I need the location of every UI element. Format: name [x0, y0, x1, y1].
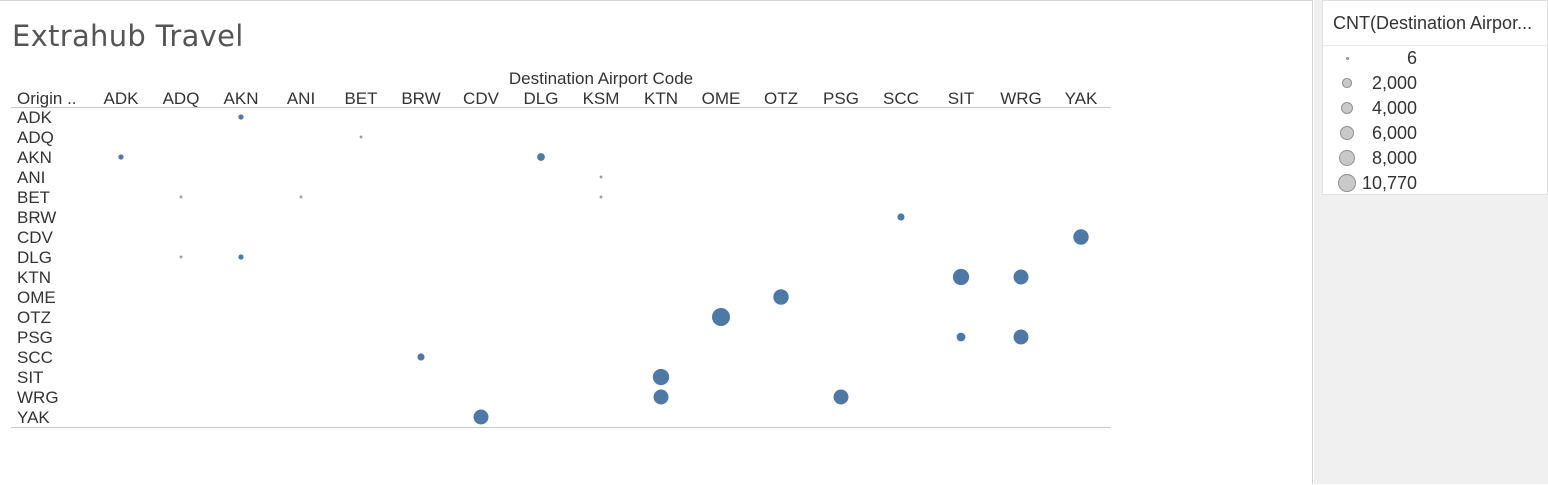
row-headers: ADKADQAKNANIBETBRWCDVDLGKTNOMEOTZPSGSCCS…	[17, 108, 59, 427]
legend-size-swatch	[1339, 125, 1355, 141]
data-point[interactable]	[359, 135, 363, 139]
column-header: KSM	[583, 89, 620, 108]
data-point[interactable]	[537, 153, 545, 161]
data-point[interactable]	[299, 195, 303, 199]
page-title: Extrahub Travel	[12, 19, 244, 53]
data-point[interactable]	[712, 308, 730, 326]
row-header: OTZ	[17, 308, 51, 327]
column-header: AKN	[224, 89, 259, 108]
column-header: KTN	[644, 89, 678, 108]
column-header: CDV	[463, 89, 500, 108]
column-header: ADQ	[163, 89, 200, 108]
data-point[interactable]	[652, 368, 670, 386]
data-point[interactable]	[1013, 329, 1029, 345]
data-point[interactable]	[1013, 269, 1029, 285]
x-axis-title: Destination Airport Code	[509, 69, 693, 88]
row-header: ANI	[17, 168, 45, 187]
row-header: ADK	[17, 108, 53, 127]
legend-item[interactable]: 6	[1323, 46, 1547, 71]
data-point[interactable]	[599, 195, 603, 199]
legend-size-swatch	[1338, 174, 1356, 192]
legend-label: 6	[1406, 48, 1417, 68]
column-header: YAK	[1065, 89, 1098, 108]
column-header: OTZ	[764, 89, 798, 108]
column-header: WRG	[1000, 89, 1042, 108]
data-point[interactable]	[952, 268, 970, 286]
legend-item[interactable]: 8,000	[1323, 146, 1547, 171]
data-point[interactable]	[1073, 229, 1089, 245]
legend-label: 4,000	[1371, 98, 1417, 118]
legend-label: 10,770	[1361, 173, 1417, 193]
data-point[interactable]	[179, 195, 183, 199]
row-header: YAK	[17, 408, 50, 427]
chart-marks	[118, 114, 1089, 425]
data-point[interactable]	[238, 114, 244, 120]
data-point[interactable]	[179, 255, 183, 259]
axis-titles: Destination Airport Code Origin ..	[17, 69, 693, 108]
row-header: PSG	[17, 328, 53, 347]
data-point[interactable]	[653, 389, 669, 405]
column-headers: ADK ADQ AKN ANI BET BRW CDV DLG KSM KTN OME OTZ PSG S…	[104, 89, 1099, 108]
data-point[interactable]	[238, 254, 244, 260]
data-point[interactable]	[956, 332, 966, 342]
row-header: WRG	[17, 388, 59, 407]
row-header: DLG	[17, 248, 52, 267]
column-header: OME	[702, 89, 741, 108]
row-header: AKN	[17, 148, 52, 167]
legend-label: 6,000	[1371, 123, 1417, 143]
legend-title[interactable]: CNT(Destination Airpor...	[1333, 13, 1533, 33]
column-header: BRW	[401, 89, 440, 108]
column-header: SCC	[883, 89, 919, 108]
legend-size-swatch	[1345, 56, 1349, 60]
side-pane: CNT(Destination Airpor... 6 2,000 4,000 6,0…	[1314, 0, 1548, 484]
row-header: SCC	[17, 348, 53, 367]
row-header: OME	[17, 288, 56, 307]
column-header: ANI	[287, 89, 315, 108]
row-header: CDV	[17, 228, 54, 247]
column-header: SIT	[948, 89, 974, 108]
viz-pane: Extrahub Travel Destination Airport Code…	[0, 0, 1313, 484]
legend-items: 6 2,000 4,000 6,000 8,000 10,770	[1323, 46, 1547, 196]
data-point[interactable]	[599, 175, 603, 179]
data-point[interactable]	[473, 409, 489, 425]
data-point[interactable]	[118, 154, 124, 160]
legend-item[interactable]: 10,770	[1323, 171, 1547, 196]
row-header: KTN	[17, 268, 51, 287]
grid-lines	[11, 107, 1111, 428]
row-header: ADQ	[17, 128, 54, 147]
legend-divider	[1323, 45, 1547, 46]
legend-item[interactable]: 2,000	[1323, 71, 1547, 96]
column-header: DLG	[524, 89, 559, 108]
column-header: PSG	[823, 89, 859, 108]
row-header: SIT	[17, 368, 43, 387]
legend-item[interactable]: 6,000	[1323, 121, 1547, 146]
data-point[interactable]	[417, 353, 425, 361]
legend-label: 8,000	[1371, 148, 1417, 168]
row-header: BRW	[17, 208, 56, 227]
legend-item[interactable]: 4,000	[1323, 96, 1547, 121]
legend-size-swatch	[1339, 150, 1355, 166]
column-header: ADK	[104, 89, 140, 108]
y-axis-title[interactable]: Origin ..	[17, 89, 77, 108]
legend-size-swatch	[1340, 101, 1354, 115]
legend-label: 2,000	[1371, 73, 1417, 93]
column-header: BET	[344, 89, 377, 108]
data-point[interactable]	[897, 213, 905, 221]
legend-size-swatch	[1342, 78, 1352, 88]
size-legend: CNT(Destination Airpor... 6 2,000 4,000 6,0…	[1322, 0, 1548, 195]
data-point[interactable]	[833, 389, 849, 405]
row-header: BET	[17, 188, 50, 207]
data-point[interactable]	[773, 289, 789, 305]
